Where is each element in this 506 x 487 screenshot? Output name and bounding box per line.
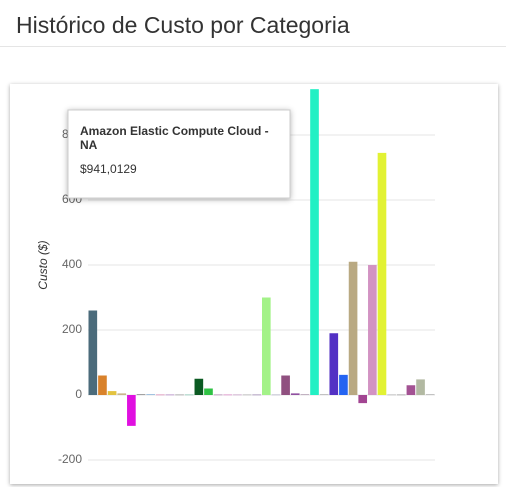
- tooltip-box: [67, 109, 291, 199]
- bar: [127, 395, 136, 426]
- bar: [136, 394, 146, 396]
- bar: [175, 394, 184, 396]
- y-axis-label: Custo ($): [36, 240, 50, 289]
- y-tick-label: 0: [75, 387, 82, 401]
- bar: [358, 395, 368, 404]
- bar: [165, 394, 175, 396]
- bar: [377, 152, 387, 395]
- bar: [425, 394, 435, 396]
- bar: [416, 379, 425, 395]
- bar: [252, 394, 261, 396]
- bar: [155, 394, 165, 396]
- bar: [396, 394, 406, 396]
- bar: [348, 261, 358, 395]
- bar: [213, 394, 223, 396]
- tooltip: Amazon Elastic Compute Cloud -NA $941,012…: [67, 109, 291, 199]
- bar: [117, 393, 127, 395]
- bar: [368, 265, 377, 395]
- bar: [107, 391, 117, 395]
- bar: [387, 394, 396, 396]
- bar: [310, 89, 319, 395]
- header: Histórico de Custo por Categoria: [0, 0, 506, 47]
- page-title: Histórico de Custo por Categoria: [16, 12, 350, 38]
- tooltip-value: $941,0129: [80, 162, 137, 176]
- bar: [223, 394, 233, 396]
- y-tick-label: 400: [62, 257, 82, 271]
- bar: [262, 297, 271, 395]
- bar: [281, 375, 290, 395]
- tooltip-title: Amazon Elastic Compute Cloud -NA: [80, 124, 269, 152]
- bar: [290, 393, 300, 395]
- y-tick-label: -200: [58, 452, 82, 466]
- bar: [88, 310, 98, 395]
- bar: [233, 394, 242, 396]
- bar: [329, 333, 339, 395]
- y-tick-label: 200: [62, 322, 82, 336]
- bar: [204, 388, 213, 395]
- bar: [146, 394, 155, 396]
- bar: [339, 374, 348, 395]
- bar: [300, 394, 310, 396]
- bar: [271, 394, 281, 396]
- bar: [242, 394, 252, 396]
- bar: [406, 385, 416, 395]
- bar: [184, 394, 194, 396]
- bar: [98, 375, 107, 395]
- bar: [194, 378, 204, 395]
- bar: [319, 394, 329, 396]
